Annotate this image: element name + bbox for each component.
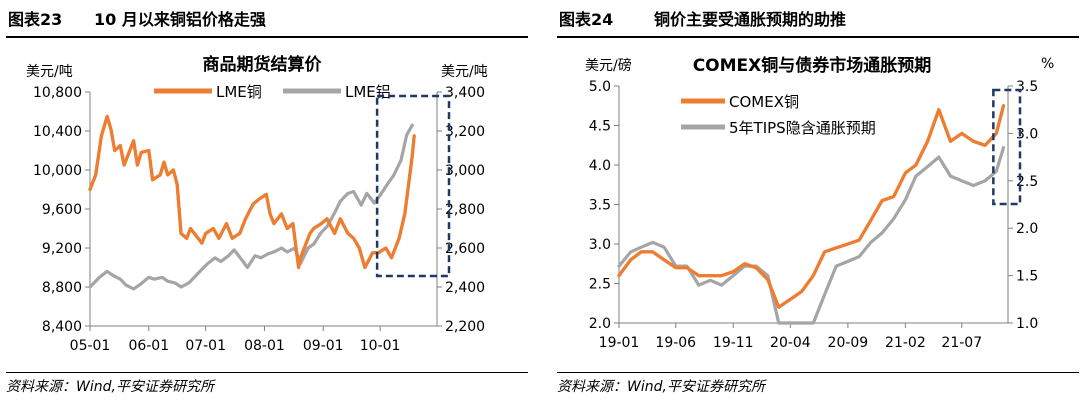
series-line-primary-overlay — [88, 114, 416, 270]
x-tick-label: 19-01 — [599, 335, 640, 351]
y2-tick-label: 2,800 — [445, 202, 485, 218]
left-axis-unit: 美元/磅 — [585, 57, 632, 74]
x-tick-label: 05-01 — [70, 338, 111, 354]
y2-tick-label: 2,400 — [445, 280, 485, 296]
highlight-box — [375, 94, 451, 278]
y2-tick-label: 2.0 — [1016, 221, 1038, 237]
comex-copper-inflation-chart: COMEX铜与债券市场通胀预期 美元/磅 % 5.0 4.5 4.0 3.5 3.0 2.5 2.… — [585, 55, 1054, 351]
x-tick-label: 06-01 — [128, 338, 169, 354]
y-tick-label: 3.0 — [589, 237, 611, 253]
figure-title: 10 月以来铜铝价格走强 — [94, 10, 266, 29]
series-line-secondary — [88, 123, 414, 291]
chart-title: COMEX铜与债券市场通胀预期 — [693, 55, 932, 76]
source-note: 资料来源：Wind,平安证券研究所 — [557, 372, 1079, 403]
panel-header: 图表24 铜价主要受通胀预期的助推 — [557, 0, 1079, 38]
y2-tick-label: 2,200 — [445, 319, 485, 335]
figure-number: 图表24 — [559, 10, 614, 29]
chart-title: 商品期货结算价 — [203, 54, 323, 75]
figure-number: 图表23 — [8, 10, 63, 29]
legend-label: COMEX铜 — [729, 93, 799, 111]
y2-tick-label: 3,400 — [445, 85, 485, 101]
series-line-primary — [88, 114, 416, 270]
x-tick-label: 19-06 — [655, 335, 696, 351]
right-axis-unit: % — [1041, 56, 1054, 72]
y-tick-label: 3.5 — [589, 198, 611, 214]
y-tick-label: 8,800 — [42, 280, 82, 296]
panel-header: 图表23 10 月以来铜铝价格走强 — [6, 0, 528, 38]
y-tick-label: 5.0 — [589, 79, 611, 95]
y2-tick-label: 3,000 — [445, 163, 485, 179]
y-tick-label: 10,400 — [33, 124, 82, 140]
y2-tick-label: 1.5 — [1016, 269, 1038, 285]
left-axis-unit: 美元/吨 — [26, 64, 73, 80]
series-line-secondary — [617, 145, 1006, 325]
y-tick-label: 8,400 — [42, 319, 82, 335]
chart-panel-right: 图表24 铜价主要受通胀预期的助推 COMEX铜与债券市场通胀预期 美元/磅% 5.… — [557, 0, 1079, 406]
legend-label: 5年TIPS隐含通胀预期 — [729, 119, 876, 137]
copper-aluminum-chart: 商品期货结算价 美元/吨 美元/吨 10,800 10,400 10,000 9,600 9,… — [26, 54, 488, 354]
x-tick-label: 08-01 — [244, 338, 285, 354]
y-tick-label: 4.0 — [589, 158, 611, 174]
y2-tick-label: 3.0 — [1016, 126, 1038, 142]
legend-label: LME铝 — [345, 83, 391, 101]
right-axis-unit: 美元/吨 — [441, 64, 488, 80]
legend-label: LME铜 — [216, 83, 262, 101]
y-tick-label: 9,600 — [42, 202, 82, 218]
y2-tick-label: 2,600 — [445, 241, 485, 257]
chart-panel-left: 图表23 10 月以来铜铝价格走强 商品期货结算价 美元/吨 美元/吨 10,800 1… — [6, 0, 528, 406]
y-tick-label: 2.5 — [589, 277, 611, 293]
x-tick-label: 21-02 — [885, 335, 926, 351]
y2-tick-label: 3,200 — [445, 124, 485, 140]
y-tick-label: 2.0 — [589, 316, 611, 332]
highlight-box — [992, 88, 1022, 206]
x-tick-label: 07-01 — [185, 338, 226, 354]
x-tick-label: 20-09 — [828, 335, 869, 351]
x-tick-label: 10-01 — [360, 338, 401, 354]
series-line-primary-overlay — [617, 104, 1006, 309]
x-tick-label: 09-01 — [303, 338, 344, 354]
y2-tick-label: 3.5 — [1016, 79, 1038, 95]
y2-tick-label: 2.5 — [1016, 174, 1038, 190]
y-tick-label: 10,800 — [33, 85, 82, 101]
y-tick-label: 4.5 — [589, 119, 611, 135]
y2-tick-label: 1.0 — [1016, 316, 1038, 332]
source-note: 资料来源：Wind,平安证券研究所 — [6, 372, 528, 403]
x-tick-label: 20-04 — [770, 335, 811, 351]
y-tick-label: 10,000 — [33, 163, 82, 179]
y-tick-label: 9,200 — [42, 241, 82, 257]
x-tick-label: 19-11 — [713, 335, 754, 351]
x-tick-label: 21-07 — [941, 335, 982, 351]
figure-title: 铜价主要受通胀预期的助推 — [654, 10, 847, 29]
